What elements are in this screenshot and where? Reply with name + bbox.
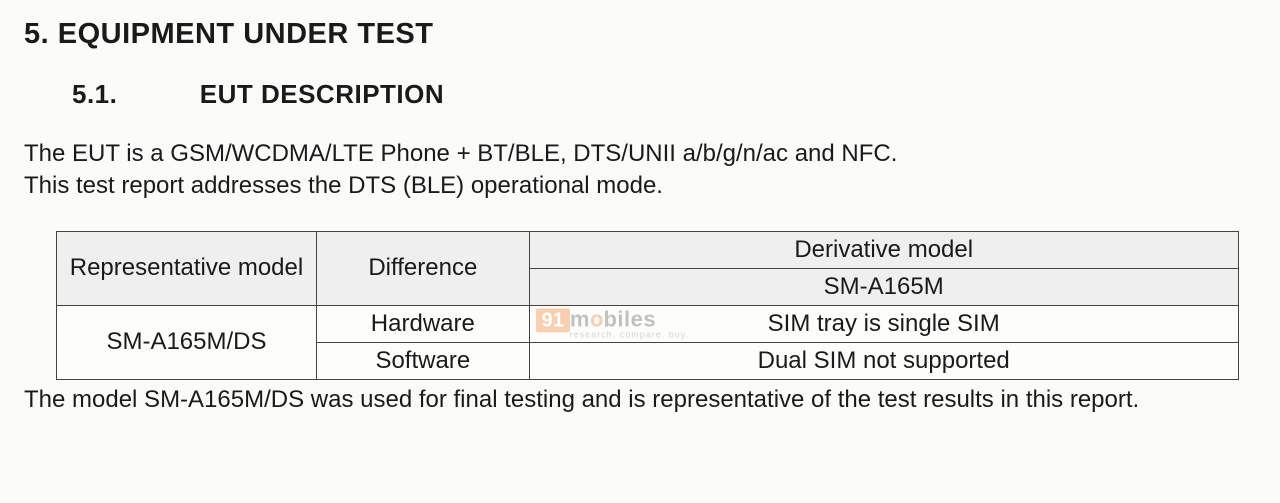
eut-table: Representative model Difference Derivati… bbox=[56, 231, 1239, 380]
section-title: EQUIPMENT UNDER TEST bbox=[58, 18, 434, 50]
watermark-m: m bbox=[570, 306, 590, 331]
intro-paragraph: The EUT is a GSM/WCDMA/LTE Phone + BT/BL… bbox=[24, 138, 1256, 203]
rep-model-header: Representative model bbox=[57, 231, 317, 305]
hardware-value: 91mobiles research. compare. buy. SIM tr… bbox=[529, 305, 1238, 342]
section-heading: 5. EQUIPMENT UNDER TEST bbox=[24, 18, 1256, 51]
hardware-value-text: SIM tray is single SIM bbox=[768, 310, 1000, 337]
derivative-header: Derivative model bbox=[529, 231, 1238, 268]
intro-line-2: This test report addresses the DTS (BLE)… bbox=[24, 172, 663, 199]
subsection-number: 5.1. bbox=[72, 79, 192, 110]
watermark-o: o bbox=[590, 306, 603, 331]
hardware-label: Hardware bbox=[316, 305, 529, 342]
footer-paragraph: The model SM-A165M/DS was used for final… bbox=[24, 384, 1256, 416]
watermark-box: 91 bbox=[536, 308, 570, 332]
difference-header: Difference bbox=[316, 231, 529, 305]
software-value: Dual SIM not supported bbox=[529, 342, 1238, 379]
section-number: 5. bbox=[24, 18, 49, 50]
subsection-heading: 5.1. EUT DESCRIPTION bbox=[72, 79, 1256, 110]
table-row: Representative model Difference Derivati… bbox=[57, 231, 1239, 268]
software-label: Software bbox=[316, 342, 529, 379]
watermark: 91mobiles research. compare. buy. bbox=[536, 308, 689, 339]
intro-line-1: The EUT is a GSM/WCDMA/LTE Phone + BT/BL… bbox=[24, 140, 897, 167]
subsection-title: EUT DESCRIPTION bbox=[200, 79, 444, 109]
watermark-biles: biles bbox=[603, 306, 656, 331]
table-row: SM-A165M/DS Hardware 91mobiles research.… bbox=[57, 305, 1239, 342]
rep-model-value: SM-A165M/DS bbox=[57, 305, 317, 379]
derivative-value: SM-A165M bbox=[529, 268, 1238, 305]
watermark-tagline: research. compare. buy. bbox=[536, 330, 689, 339]
